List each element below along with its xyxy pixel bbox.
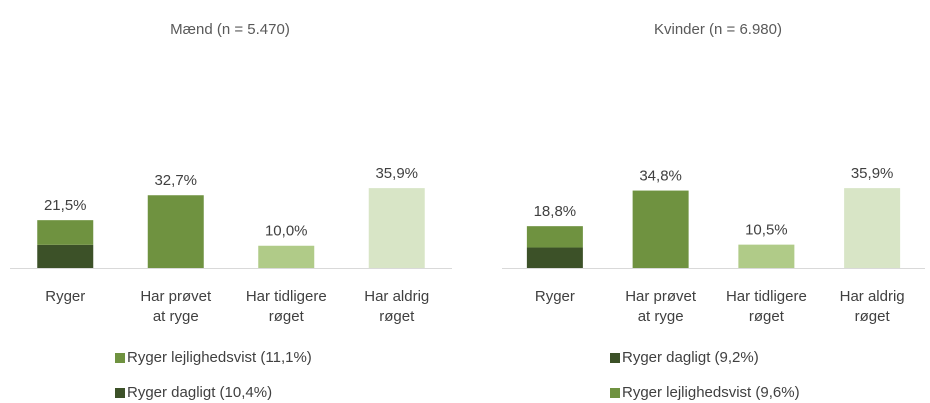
x-tick-label: Har aldrig røget [364,288,429,325]
legend-label: Ryger dagligt (9,2%) [622,349,759,366]
data-label: 34,8% [639,168,682,185]
legend-swatch [115,388,125,398]
bar [632,190,689,268]
bar-segment [526,226,583,248]
bar [738,244,795,268]
bar [258,245,315,268]
legend-label: Ryger lejlighedsvist (9,6%) [622,384,800,401]
x-tick-label: Har aldrig røget [840,288,905,325]
bar [147,195,204,268]
legend-swatch [610,388,620,398]
legend-label: Ryger lejlighedsvist (11,1%) [127,349,312,366]
data-label: 18,8% [534,203,577,220]
data-label: 10,5% [745,222,788,239]
data-label: 35,9% [375,165,418,182]
bar-segment [37,244,94,268]
bar [844,188,901,268]
data-label: 10,0% [265,223,308,240]
bar-segment [526,247,583,268]
chart-title: Kvinder (n = 6.980) [654,21,782,38]
data-label: 32,7% [154,172,197,189]
x-tick-label: Har tidligere røget [246,288,327,325]
x-tick-label: Har tidligere røget [726,288,807,325]
data-label: 35,9% [851,165,894,182]
x-tick-label: Har prøvet at ryge [140,288,212,325]
chart-title: Mænd (n = 5.470) [170,21,290,38]
bar-segment [37,220,94,245]
x-tick-label: Ryger [45,288,85,305]
bar [368,188,425,268]
data-label: 21,5% [44,197,87,214]
x-tick-label: Ryger [535,288,575,305]
legend-swatch [115,353,125,363]
legend-swatch [610,353,620,363]
x-tick-label: Har prøvet at ryge [625,288,697,325]
legend-label: Ryger dagligt (10,4%) [127,384,272,401]
